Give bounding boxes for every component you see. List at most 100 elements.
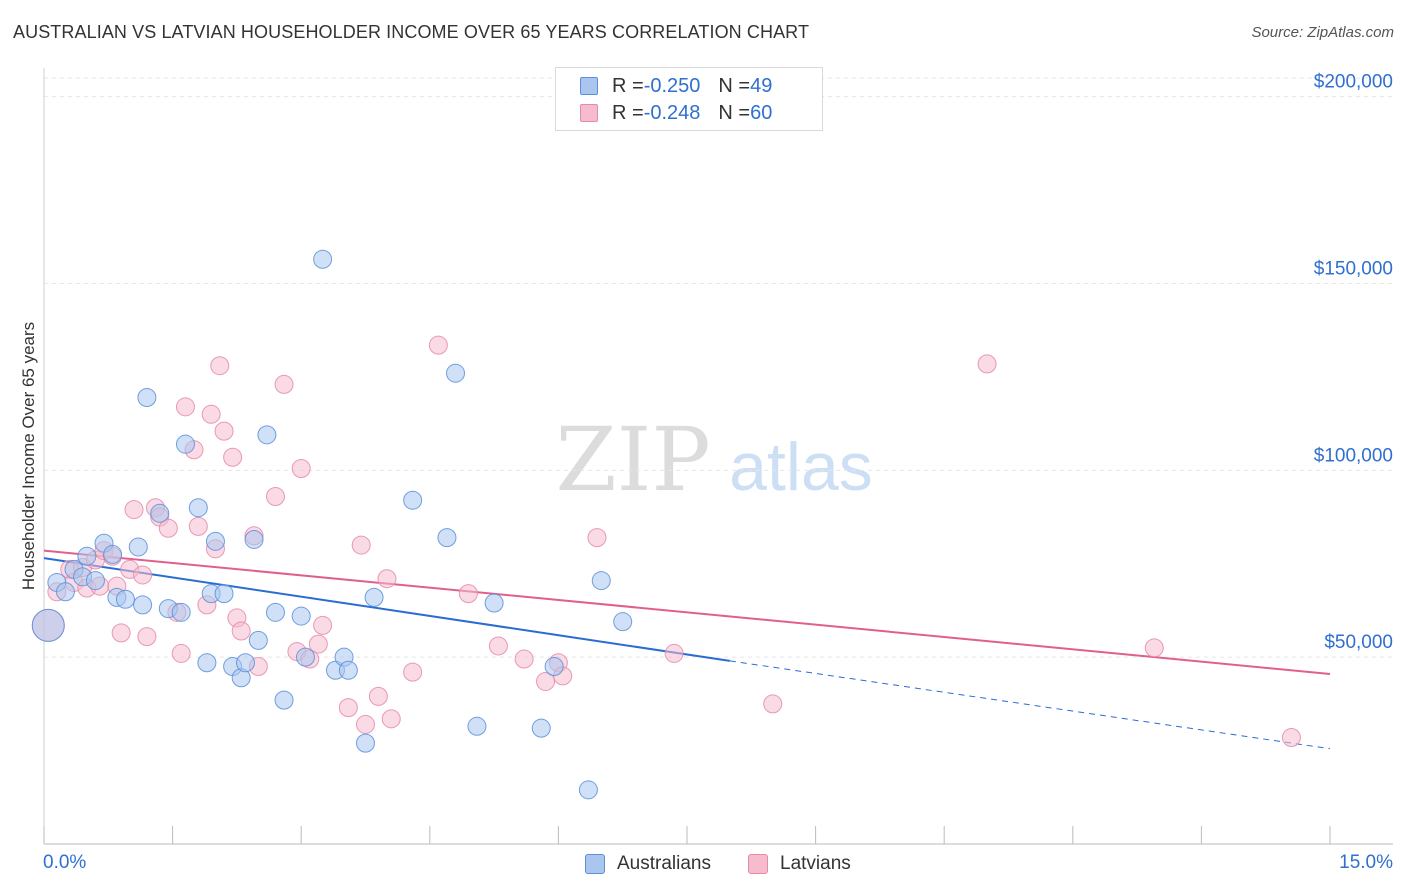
data-point-australians: [591, 571, 611, 591]
data-point-australians: [274, 690, 294, 710]
data-point-australians: [265, 602, 285, 622]
data-point-australians: [578, 780, 598, 800]
data-point-australians: [205, 531, 225, 551]
data-point-australians: [175, 434, 195, 454]
y-tick-label: $50,000: [1324, 632, 1393, 653]
data-point-australians: [338, 660, 358, 680]
bottom-legend-label: Latvians: [780, 853, 851, 874]
trend-lines: [43, 549, 1331, 750]
x-axis-max-label: 15.0%: [1339, 852, 1393, 873]
data-point-latvians: [488, 636, 508, 656]
data-point-australians: [613, 612, 633, 632]
x-axis-min-label: 0.0%: [43, 852, 87, 873]
data-point-latvians: [1144, 638, 1164, 658]
legend-r-label: R =: [612, 101, 644, 124]
data-point-australians: [244, 529, 264, 549]
data-point-latvians: [1281, 728, 1301, 748]
data-point-australians: [55, 582, 75, 602]
data-point-latvians: [977, 354, 997, 374]
legend-n-value: 49: [750, 74, 773, 97]
legend-swatch-latvians: [580, 104, 598, 122]
data-point-latvians: [338, 698, 358, 718]
data-point-latvians: [664, 643, 684, 663]
data-point-latvians: [111, 623, 131, 643]
bottom-legend-swatch-latvians: [748, 854, 768, 874]
data-point-latvians: [587, 528, 607, 548]
trend-line-latvians: [43, 549, 1331, 675]
data-point-latvians: [356, 714, 375, 734]
data-point-australians: [197, 653, 217, 673]
data-point-latvians: [175, 397, 195, 417]
data-point-latvians: [133, 565, 153, 585]
data-point-australians: [257, 425, 277, 445]
legend-r-value: -0.250: [643, 74, 701, 97]
data-point-latvians: [351, 535, 371, 555]
y-tick-label: $200,000: [1314, 72, 1393, 93]
bottom-legend-australians: Australians: [585, 851, 711, 877]
data-point-australians: [133, 595, 153, 615]
data-point-australians: [103, 544, 123, 564]
data-point-latvians: [137, 627, 157, 647]
data-point-australians: [137, 387, 157, 407]
data-point-latvians: [458, 584, 478, 604]
data-point-australians: [150, 503, 170, 523]
data-point-latvians: [214, 421, 234, 441]
legend-r-label: R =: [612, 74, 644, 97]
legend-n-value: 60: [750, 101, 773, 124]
data-point-latvians: [201, 404, 221, 424]
watermark: ZIP atlas: [555, 408, 872, 511]
data-point-latvians: [763, 694, 783, 714]
legend-row-latvians: R = -0.248 N = 60: [580, 101, 772, 125]
data-point-australians: [85, 571, 105, 591]
legend-swatch-australians: [580, 77, 598, 95]
data-point-latvians: [274, 374, 294, 394]
data-point-australians: [171, 602, 191, 622]
data-point-latvians: [231, 621, 251, 641]
bottom-legend-label: Australians: [617, 853, 711, 874]
data-point-australians: [364, 587, 384, 607]
trend-line-australians-projection: [729, 660, 1331, 750]
axes: [43, 68, 1393, 845]
data-point-latvians: [368, 686, 388, 706]
chart-title: AUSTRALIAN VS LATVIAN HOUSEHOLDER INCOME…: [13, 22, 810, 42]
data-point-australians: [235, 653, 255, 673]
data-point-latvians: [377, 569, 397, 589]
data-points: [31, 249, 1301, 800]
source-label: Source: ZipAtlas.com: [1251, 24, 1394, 41]
bottom-legend-swatch-australians: [585, 854, 605, 874]
data-point-australians: [295, 647, 315, 667]
data-point-latvians: [171, 643, 191, 663]
legend-n-label: N =: [718, 74, 751, 97]
trend-line-australians: [43, 557, 731, 662]
data-point-australians: [291, 606, 311, 626]
data-point-latvians: [428, 335, 448, 355]
data-point-australians: [188, 498, 208, 518]
data-point-australians: [544, 657, 564, 677]
data-point-australians: [31, 608, 65, 642]
stats-legend: R = -0.250 N = 49 R = -0.248 N = 60: [555, 67, 823, 131]
data-point-australians: [214, 584, 234, 604]
data-point-latvians: [158, 518, 178, 538]
data-point-australians: [356, 733, 375, 753]
data-point-latvians: [210, 356, 230, 376]
data-point-australians: [403, 490, 423, 510]
data-point-australians: [467, 716, 487, 736]
data-point-latvians: [223, 447, 243, 467]
data-point-latvians: [381, 709, 401, 729]
legend-row-australians: R = -0.250 N = 49: [580, 74, 772, 98]
y-tick-labels: $50,000 $100,000 $150,000 $200,000: [1314, 72, 1393, 653]
data-point-australians: [115, 589, 135, 609]
legend-n-label: N =: [718, 101, 751, 124]
watermark-atlas: atlas: [729, 429, 873, 505]
data-point-latvians: [308, 634, 328, 654]
data-point-australians: [77, 546, 97, 566]
data-point-latvians: [124, 500, 144, 520]
data-point-australians: [446, 363, 466, 383]
data-point-australians: [437, 528, 457, 548]
data-point-latvians: [536, 671, 556, 691]
data-point-latvians: [188, 516, 208, 536]
y-tick-label: $150,000: [1314, 259, 1393, 280]
bottom-legend-latvians: Latvians: [748, 851, 851, 877]
data-point-latvians: [265, 486, 285, 506]
